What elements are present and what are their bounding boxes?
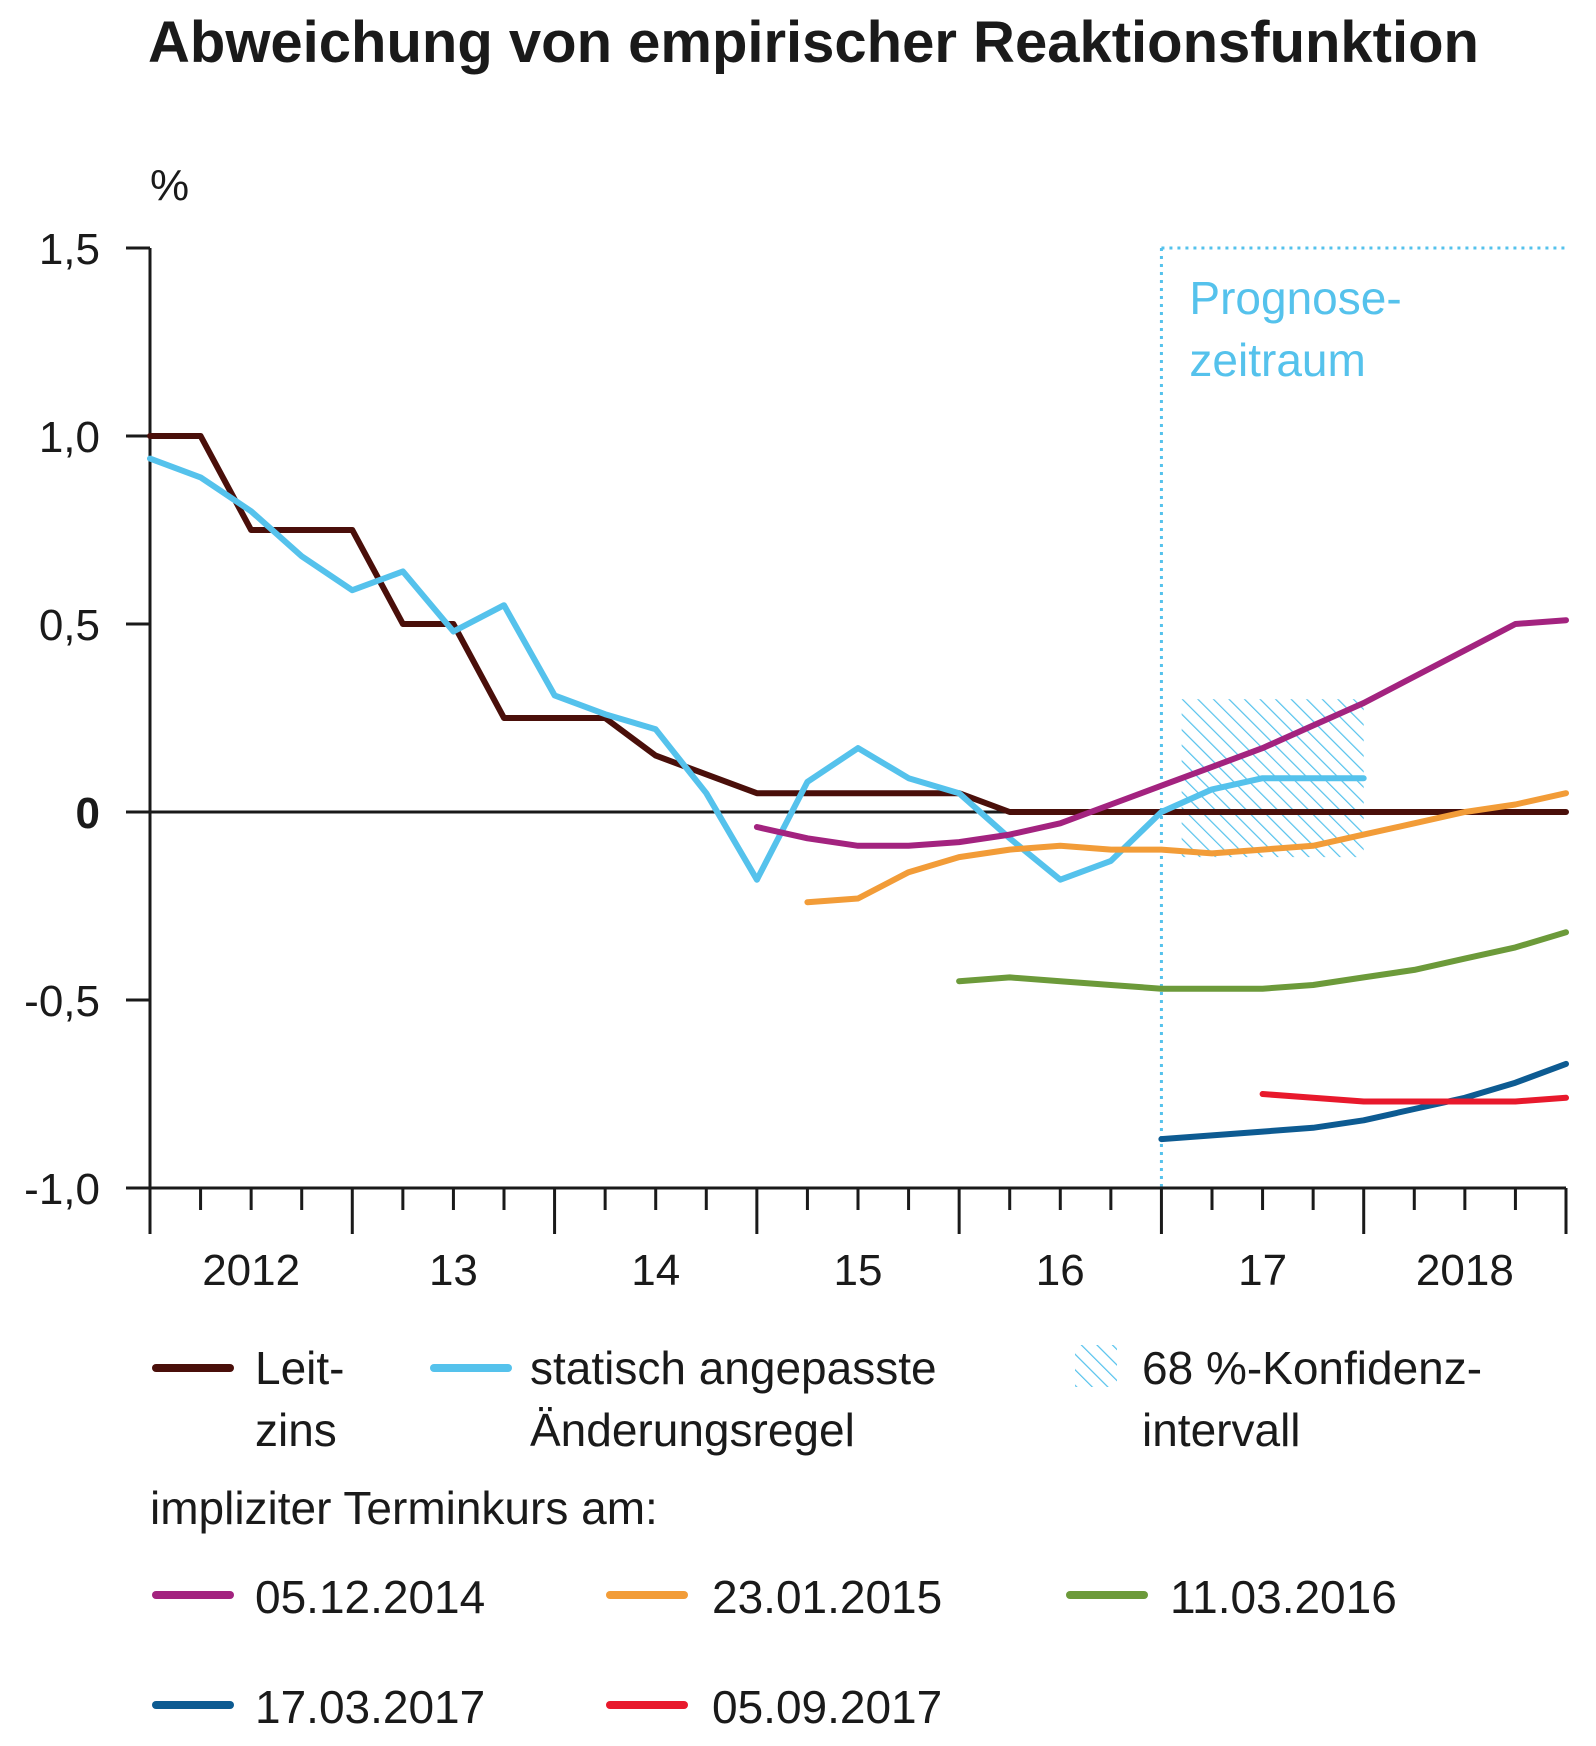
chart-title: Abweichung von empirischer Reaktionsfunk…: [148, 10, 1479, 75]
x-tick-label: 16: [1036, 1246, 1085, 1295]
series-line-t2017b: [1259, 1091, 1569, 1105]
legend-label-interval: intervall: [1142, 1404, 1301, 1456]
legend-label-rule: statisch angepasste: [530, 1342, 937, 1394]
legend-forward-heading: impliziter Terminkurs am:: [150, 1482, 658, 1534]
y-tick-label: 1,0: [39, 413, 100, 462]
legend-label-rule: Änderungsregel: [530, 1404, 855, 1456]
y-tick-label: 0,5: [39, 601, 100, 650]
series-line-t2017a: [1158, 1060, 1569, 1143]
x-tick-label: 15: [834, 1246, 883, 1295]
y-unit-label: %: [150, 161, 189, 210]
y-tick-label: -1,0: [24, 1165, 100, 1214]
legend-swatch-interval: [1075, 1345, 1117, 1387]
series-line-rule: [147, 455, 1367, 883]
x-tick-label: 17: [1238, 1246, 1287, 1295]
series-line-leitzins: [147, 433, 1569, 815]
legend-label-t2017b: 05.09.2017: [712, 1681, 942, 1733]
series-layer: [147, 433, 1569, 1143]
y-tick-label: -0,5: [24, 977, 100, 1026]
series-line-t2014: [753, 617, 1569, 849]
legend-label-t2016: 11.03.2016: [1170, 1571, 1397, 1623]
x-tick-label: 2012: [202, 1246, 300, 1295]
y-tick-label: 1,5: [39, 225, 100, 274]
y-tick-label: 0: [76, 789, 100, 838]
x-tick-label: 14: [631, 1246, 680, 1295]
x-tick-label: 13: [429, 1246, 478, 1295]
legend: Leit-zins statisch angepasste Änderungsreg…: [150, 1342, 1482, 1733]
legend-label-t2014: 05.12.2014: [255, 1571, 485, 1623]
forecast-label: zeitraum: [1189, 334, 1365, 386]
series-line-t2016: [956, 929, 1569, 992]
legend-label-interval: 68 %-Konfidenz-: [1142, 1342, 1482, 1394]
legend-label-leitzins: Leit-: [255, 1342, 344, 1394]
axes: -1,0 -0,5 0 0,5 1,0 1,5 2012 13 14 15 16 17 2018: [24, 225, 1568, 1295]
legend-label-leitzins: zins: [255, 1404, 337, 1456]
x-tick-label: 2018: [1416, 1246, 1514, 1295]
legend-label-t2017a: 17.03.2017: [255, 1681, 485, 1733]
forecast-layer: Prognose-zeitraum: [1159, 246, 1566, 1188]
forecast-label: Prognose-: [1189, 272, 1401, 324]
legend-label-t2015: 23.01.2015: [712, 1571, 942, 1623]
series-line-t2015: [804, 790, 1569, 906]
